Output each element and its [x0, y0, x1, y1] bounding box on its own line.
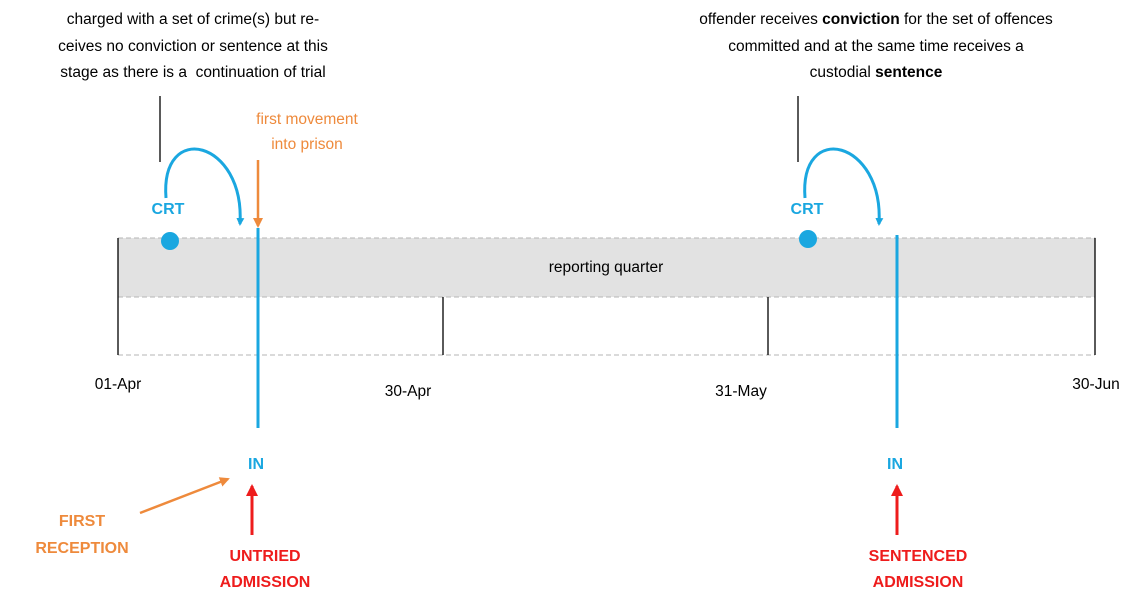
reception-label: RECEPTION	[35, 540, 128, 557]
note-line: offender receives conviction for the set…	[699, 11, 1053, 28]
note-line: committed and at the same time receives …	[728, 38, 1024, 55]
admission-label: ADMISSION	[873, 574, 964, 591]
movement-note: first movement	[256, 111, 358, 128]
court-label: CRT	[152, 201, 185, 218]
court-dot	[799, 230, 817, 248]
note-text: custodial	[810, 64, 875, 81]
date-label: 31-May	[715, 383, 767, 400]
date-ticks	[117, 238, 1096, 355]
in-label: IN	[248, 456, 264, 473]
in-label: IN	[887, 456, 903, 473]
admission-label: ADMISSION	[220, 574, 311, 591]
date-label: 01-Apr	[95, 376, 142, 393]
movement-note: into prison	[271, 136, 343, 153]
note-bold: sentence	[875, 64, 943, 81]
date-label: 30-Apr	[385, 383, 432, 400]
court-arrow	[803, 147, 884, 226]
date-label: 30-Jun	[1072, 376, 1119, 393]
note-text: offender receives	[699, 11, 822, 28]
reception-label: FIRST	[59, 513, 105, 530]
band-label: reporting quarter	[549, 259, 664, 276]
court-label: CRT	[791, 201, 824, 218]
court-dot	[161, 232, 179, 250]
note-line: custodial sentence	[810, 64, 943, 81]
court-arrow	[164, 147, 245, 226]
admission-label: UNTRIED	[229, 548, 300, 565]
reception-arrow	[139, 477, 230, 515]
note-line: stage as there is a continuation of tria…	[60, 64, 325, 81]
admission-label: SENTENCED	[869, 548, 968, 565]
note-bold: conviction	[822, 11, 900, 28]
note-line: charged with a set of crime(s) but re-	[67, 11, 319, 28]
reporting-band	[117, 237, 1096, 298]
note-line: ceives no conviction or sentence at this	[58, 38, 328, 55]
note-text: for the set of offences	[900, 11, 1053, 28]
note-text: committed and at the same time receives …	[728, 38, 1024, 55]
